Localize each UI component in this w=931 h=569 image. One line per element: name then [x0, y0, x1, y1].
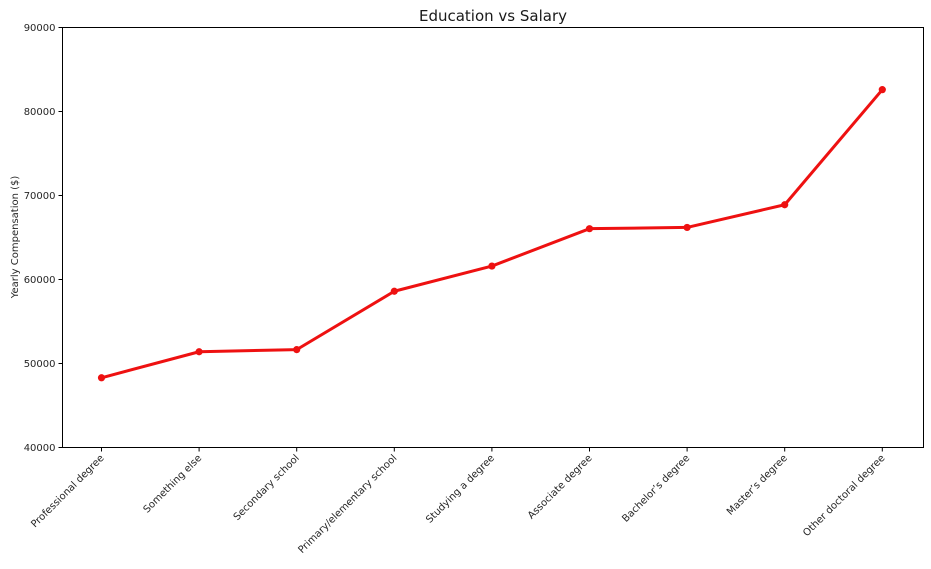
- x-tick-label: Other doctoral degree: [801, 453, 887, 539]
- series-line: [100, 88, 884, 380]
- data-point: [585, 225, 594, 233]
- data-point: [878, 86, 886, 94]
- x-tick-label: Master’s degree: [725, 453, 790, 518]
- plot-frame: [62, 27, 924, 448]
- x-tick-label: Studying a degree: [424, 453, 497, 526]
- data-point: [293, 346, 301, 354]
- x-tick-label: Something else: [142, 453, 205, 516]
- x-tick-label: Professional degree: [29, 453, 106, 530]
- chart-title: Education vs Salary: [419, 7, 567, 25]
- x-tick-label: Bachelor’s degree: [620, 453, 692, 525]
- y-tick-label: 80000: [24, 107, 56, 118]
- data-point: [781, 201, 789, 209]
- y-tick-label: 90000: [24, 23, 56, 34]
- data-point: [488, 262, 496, 270]
- y-axis: 40000 50000 60000 70000 80000 90000: [24, 23, 63, 454]
- y-tick-label: 40000: [24, 443, 56, 454]
- y-axis-label: Yearly Compensation ($): [10, 176, 21, 300]
- data-point: [195, 348, 203, 356]
- x-tick-label: Primary/elementary school: [296, 453, 399, 556]
- x-axis: Professional degree Something else Seconda…: [29, 447, 887, 556]
- x-tick-label: Associate degree: [526, 453, 595, 522]
- x-tick-label: Secondary school: [232, 453, 302, 523]
- data-point: [97, 374, 106, 382]
- y-tick-label: 70000: [24, 191, 56, 202]
- y-tick-label: 50000: [24, 359, 56, 370]
- data-point: [683, 223, 691, 232]
- data-point: [390, 287, 398, 295]
- y-tick-label: 60000: [24, 275, 56, 286]
- series-layer: [97, 86, 886, 382]
